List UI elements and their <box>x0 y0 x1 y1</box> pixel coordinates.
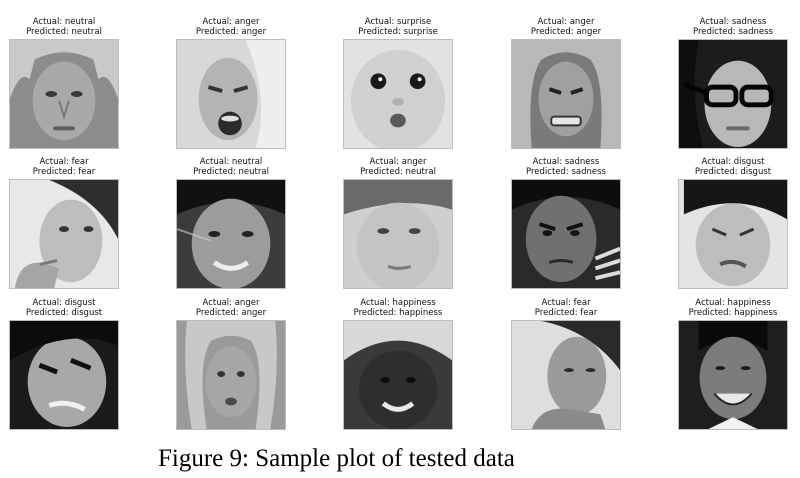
figure-caption: Figure 9: Sample plot of tested data <box>158 445 515 472</box>
actual-label: Actual: disgust <box>701 157 765 167</box>
predicted-label: Predicted: anger <box>530 27 602 37</box>
predicted-label: Predicted: neutral <box>360 167 436 177</box>
sample-8: Actual: anger Predicted: neutral <box>342 157 454 289</box>
actual-label: Actual: sadness <box>532 157 600 167</box>
actual-label: Actual: disgust <box>32 298 96 308</box>
actual-label: Actual: happiness <box>360 298 436 308</box>
face-image <box>9 39 119 149</box>
predicted-label: Predicted: surprise <box>358 27 438 37</box>
face-image <box>176 39 286 149</box>
actual-label: Actual: sadness <box>699 17 767 27</box>
predicted-label: Predicted: neutral <box>26 27 102 37</box>
face-image <box>343 179 453 289</box>
sample-10: Actual: disgust Predicted: disgust <box>677 157 789 289</box>
sample-2: Actual: anger Predicted: anger <box>175 17 287 149</box>
sample-13: Actual: happiness Predicted: happiness <box>342 298 454 430</box>
sample-14: Actual: fear Predicted: fear <box>510 298 622 430</box>
predicted-label: Predicted: fear <box>32 167 96 177</box>
predicted-label: Predicted: happiness <box>688 308 778 318</box>
sample-1: Actual: neutral Predicted: neutral <box>8 17 120 149</box>
predicted-label: Predicted: sadness <box>693 27 773 37</box>
actual-label: Actual: anger <box>537 17 595 27</box>
face-image <box>343 320 453 430</box>
predicted-label: Predicted: disgust <box>694 167 772 177</box>
predicted-label: Predicted: anger <box>195 308 267 318</box>
face-image <box>176 179 286 289</box>
actual-label: Actual: anger <box>202 298 260 308</box>
predicted-label: Predicted: anger <box>195 27 267 37</box>
face-image <box>9 179 119 289</box>
sample-12: Actual: anger Predicted: anger <box>175 298 287 430</box>
face-image <box>511 179 621 289</box>
face-image <box>678 320 788 430</box>
actual-label: Actual: neutral <box>32 17 96 27</box>
sample-15: Actual: happiness Predicted: happiness <box>677 298 789 430</box>
face-image <box>678 39 788 149</box>
sample-11: Actual: disgust Predicted: disgust <box>8 298 120 430</box>
face-image <box>511 320 621 430</box>
face-image <box>678 179 788 289</box>
predicted-label: Predicted: sadness <box>526 167 606 177</box>
sample-3: Actual: surprise Predicted: surprise <box>342 17 454 149</box>
actual-label: Actual: happiness <box>695 298 771 308</box>
face-image <box>9 320 119 430</box>
predicted-label: Predicted: happiness <box>353 308 443 318</box>
sample-6: Actual: fear Predicted: fear <box>8 157 120 289</box>
actual-label: Actual: fear <box>541 298 591 308</box>
predicted-label: Predicted: neutral <box>193 167 269 177</box>
predicted-label: Predicted: disgust <box>25 308 103 318</box>
actual-label: Actual: anger <box>369 157 427 167</box>
sample-5: Actual: sadness Predicted: sadness <box>677 17 789 149</box>
actual-label: Actual: neutral <box>199 157 263 167</box>
sample-4: Actual: anger Predicted: anger <box>510 17 622 149</box>
sample-7: Actual: neutral Predicted: neutral <box>175 157 287 289</box>
actual-label: Actual: fear <box>39 157 89 167</box>
actual-label: Actual: surprise <box>364 17 432 27</box>
actual-label: Actual: anger <box>202 17 260 27</box>
predicted-label: Predicted: fear <box>534 308 598 318</box>
face-image <box>343 39 453 149</box>
face-image <box>176 320 286 430</box>
face-image <box>511 39 621 149</box>
sample-9: Actual: sadness Predicted: sadness <box>510 157 622 289</box>
